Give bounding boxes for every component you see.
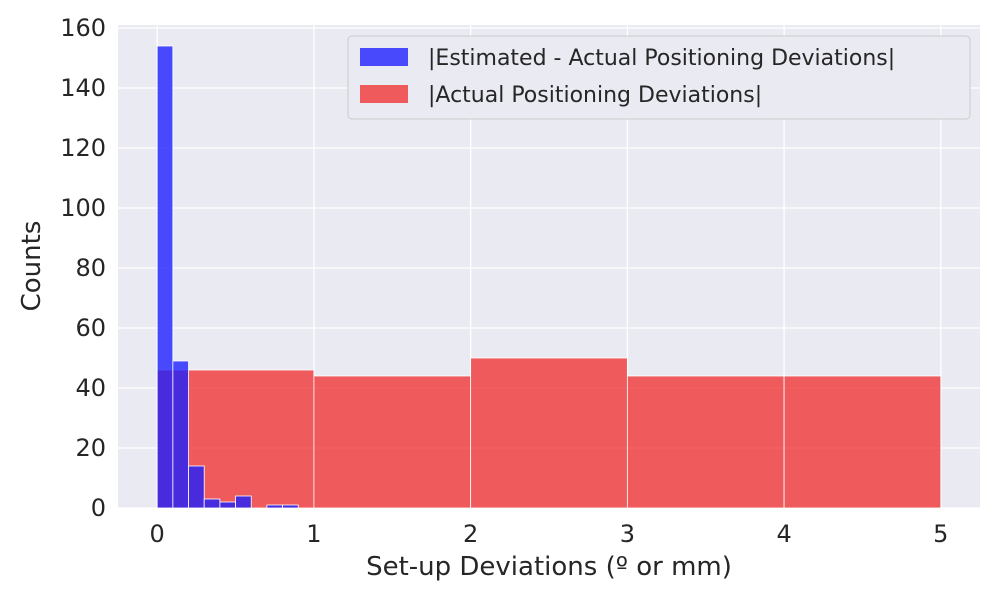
estimated-bar-1 <box>172 360 189 509</box>
y-tick-label-2: 40 <box>75 374 106 402</box>
x-tick-label-2: 2 <box>463 520 478 548</box>
x-tick-label-5: 5 <box>933 520 948 548</box>
estimated-bar-7 <box>266 504 283 509</box>
x-tick-label-3: 3 <box>620 520 635 548</box>
legend-box <box>347 35 971 120</box>
legend-swatch-actual <box>360 85 408 103</box>
estimated-bar-5 <box>235 495 252 509</box>
actual-bar-3 <box>626 375 785 509</box>
actual-deviation-bars <box>156 357 942 509</box>
x-tick-label-4: 4 <box>776 520 791 548</box>
estimated-bar-3 <box>203 498 221 509</box>
estimated-deviation-bars <box>156 45 299 509</box>
estimated-bar-4 <box>219 501 236 509</box>
estimated-bar-8 <box>282 504 299 509</box>
estimated-bar-2 <box>188 465 205 509</box>
estimated-bar-0 <box>156 45 174 509</box>
y-axis-ticks: 0 20 40 60 80 100 120 140 160 <box>60 14 106 522</box>
y-tick-label-5: 100 <box>60 194 106 222</box>
y-tick-label-6: 120 <box>60 134 106 162</box>
x-tick-label-0: 0 <box>150 520 165 548</box>
legend-label-actual: |Actual Positioning Deviations| <box>428 83 762 108</box>
actual-bar-4 <box>783 375 942 509</box>
y-tick-label-1: 20 <box>75 434 106 462</box>
actual-bar-1 <box>313 375 472 509</box>
legend-label-estimated: |Estimated - Actual Positioning Deviatio… <box>428 46 895 71</box>
y-tick-label-0: 0 <box>91 494 106 522</box>
x-tick-label-1: 1 <box>306 520 321 548</box>
x-axis-label: Set-up Deviations (º or mm) <box>366 552 732 582</box>
legend: |Estimated - Actual Positioning Deviatio… <box>347 35 971 120</box>
actual-bar-2 <box>470 357 628 509</box>
y-axis-label: Counts <box>17 221 47 312</box>
legend-swatch-estimated <box>360 48 408 66</box>
y-tick-label-3: 60 <box>75 314 106 342</box>
y-tick-label-4: 80 <box>75 254 106 282</box>
y-tick-label-8: 160 <box>60 14 106 42</box>
y-tick-label-7: 140 <box>60 74 106 102</box>
x-axis-ticks: 0 1 2 3 4 5 <box>150 520 949 548</box>
